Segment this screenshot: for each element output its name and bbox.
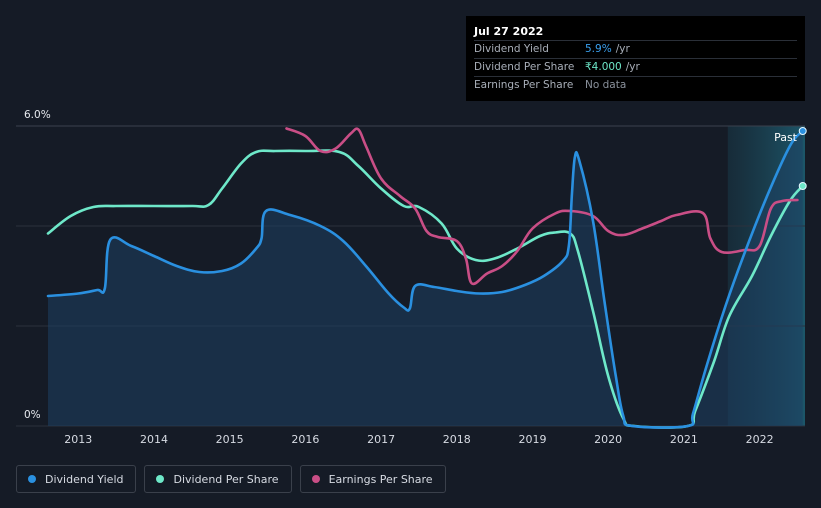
dividend-yield-line bbox=[46, 129, 804, 429]
earnings-per-share-line bbox=[285, 127, 799, 286]
x-tick-label: 2015 bbox=[216, 433, 244, 446]
y-axis: 6.0% 0% bbox=[24, 109, 51, 421]
dividend-yield-area bbox=[48, 131, 803, 428]
tooltip-unit: /yr bbox=[625, 61, 640, 73]
x-tick-label: 2020 bbox=[594, 433, 622, 446]
tooltip-row-earnings-per-share: Earnings Per Share No data bbox=[474, 76, 797, 94]
x-axis: 2013 2014 2015 2016 2017 2018 2019 2020 2021 2022 bbox=[64, 433, 773, 446]
tooltip: Jul 27 2022 Dividend Yield 5.9%/yr Divid… bbox=[466, 16, 805, 101]
legend-label: Dividend Yield bbox=[45, 472, 124, 486]
x-tick-label: 2021 bbox=[670, 433, 698, 446]
legend-dot-icon bbox=[28, 475, 36, 483]
tooltip-row-dividend-yield: Dividend Yield 5.9%/yr bbox=[474, 40, 797, 58]
legend-dot-icon bbox=[311, 475, 320, 483]
tooltip-label: Dividend Per Share bbox=[474, 61, 575, 73]
legend-earnings-per-share[interactable]: Earnings Per Share bbox=[299, 465, 446, 493]
x-tick-label: 2014 bbox=[140, 433, 168, 446]
legend-dividend-per-share[interactable]: Dividend Per Share bbox=[144, 465, 292, 493]
dividend-per-share-endpoint bbox=[798, 182, 807, 190]
dividend-per-share-line bbox=[46, 149, 804, 429]
y-tick-label: 6.0% bbox=[24, 109, 51, 121]
tooltip-label: Earnings Per Share bbox=[474, 79, 574, 91]
tooltip-value: 5.9% bbox=[585, 43, 612, 55]
tooltip-label: Dividend Yield bbox=[474, 43, 549, 55]
x-tick-label: 2017 bbox=[367, 433, 395, 446]
legend-dividend-yield[interactable]: Dividend Yield bbox=[16, 465, 137, 493]
legend: Dividend Yield Dividend Per Share Earnin… bbox=[16, 465, 446, 493]
dividend-yield-endpoint bbox=[798, 127, 807, 135]
legend-dot-icon bbox=[156, 475, 165, 483]
x-tick-label: 2013 bbox=[64, 433, 92, 446]
tooltip-row-dividend-per-share: Dividend Per Share ₹4.000/yr bbox=[474, 58, 797, 76]
tooltip-value: No data bbox=[585, 79, 627, 91]
x-tick-label: 2022 bbox=[746, 433, 774, 446]
x-tick-label: 2016 bbox=[291, 433, 319, 446]
past-label: Past bbox=[774, 131, 798, 144]
x-tick-label: 2018 bbox=[443, 433, 471, 446]
tooltip-unit: /yr bbox=[615, 43, 630, 55]
tooltip-date: Jul 27 2022 bbox=[474, 25, 544, 38]
x-tick-label: 2019 bbox=[518, 433, 546, 446]
tooltip-value: ₹4.000 bbox=[585, 61, 622, 73]
legend-label: Earnings Per Share bbox=[328, 472, 433, 486]
y-tick-label: 0% bbox=[24, 409, 41, 421]
legend-label: Dividend Per Share bbox=[173, 472, 279, 486]
